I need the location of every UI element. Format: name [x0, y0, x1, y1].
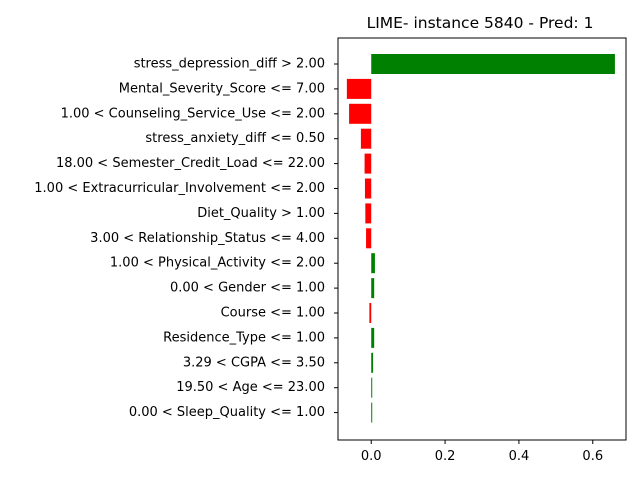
y-tick-label: Course <= 1.00: [221, 306, 325, 321]
y-tick-label: 1.00 < Physical_Activity <= 2.00: [110, 256, 325, 271]
y-tick-label: stress_depression_diff > 2.00: [134, 57, 325, 72]
bar-9: [371, 278, 375, 299]
x-tick-label: 0.2: [435, 449, 456, 464]
y-tick-label: 1.00 < Extracurricular_Involvement <= 2.…: [34, 181, 325, 196]
y-tick-label: 1.00 < Counseling_Service_Use <= 2.00: [61, 106, 325, 121]
bar-14: [371, 402, 373, 423]
bar-0: [371, 54, 615, 74]
bar-7: [366, 228, 372, 249]
bar-8: [371, 253, 375, 274]
y-tick-label: 19.50 < Age <= 23.00: [176, 380, 325, 395]
bars-group: [346, 54, 615, 423]
bar-5: [364, 178, 372, 199]
y-tick-labels: stress_depression_diff > 2.00 Mental_Seve…: [34, 57, 338, 420]
y-tick-label: 0.00 < Sleep_Quality <= 1.00: [129, 405, 325, 420]
y-tick-label: 3.00 < Relationship_Status <= 4.00: [90, 231, 325, 246]
y-tick-label: 0.00 < Gender <= 1.00: [170, 281, 325, 296]
bar-2: [349, 103, 372, 124]
y-tick-label: stress_anxiety_diff <= 0.50: [145, 131, 325, 146]
bar-10: [369, 303, 372, 323]
bar-3: [360, 128, 372, 149]
plot-area-frame: [337, 37, 627, 441]
bar-13: [371, 377, 373, 398]
x-axis: 0.0 0.2 0.4 0.6: [361, 440, 603, 464]
bar-4: [364, 153, 372, 174]
x-tick-label: 0.6: [582, 449, 603, 464]
y-tick-label: Residence_Type <= 1.00: [163, 330, 325, 345]
y-tick-label: 18.00 < Semester_Credit_Load <= 22.00: [56, 156, 325, 171]
y-tick-label: Diet_Quality > 1.00: [197, 206, 325, 221]
bar-1: [346, 78, 372, 99]
chart-title: LIME- instance 5840 - Pred: 1: [367, 14, 594, 32]
bar-11: [371, 327, 375, 348]
bar-12: [371, 352, 374, 373]
y-tick-label: 3.29 < CGPA <= 3.50: [183, 355, 325, 370]
bar-6: [365, 203, 372, 224]
x-tick-label: 0.4: [509, 449, 530, 464]
y-tick-label: Mental_Severity_Score <= 7.00: [119, 81, 325, 96]
x-tick-label: 0.0: [361, 449, 382, 464]
